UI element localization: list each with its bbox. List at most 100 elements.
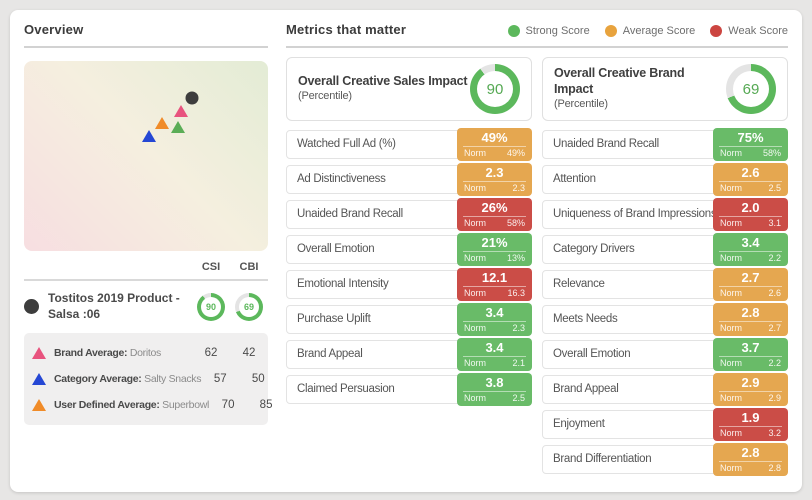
overview-panel: Overview CSI CBI Tostitos 2019 Product -… bbox=[24, 22, 272, 480]
norm-label: Norm bbox=[464, 358, 486, 368]
metric-score-badge: 2.0 Norm 3.1 bbox=[713, 198, 788, 231]
category-average-marker[interactable] bbox=[141, 130, 156, 143]
norm-label: Norm bbox=[464, 288, 486, 298]
cbi-score-value: 69 bbox=[239, 296, 259, 317]
average-label: User Defined Average: Superbowl bbox=[54, 399, 210, 412]
metric-label: Overall Emotion bbox=[553, 348, 631, 360]
norm-label: Norm bbox=[464, 148, 486, 158]
metric-score-badge: 2.7 Norm 2.6 bbox=[713, 268, 788, 301]
product-marker[interactable] bbox=[185, 91, 199, 105]
metric-score-value: 2.8 bbox=[741, 445, 760, 460]
metric-label: Unaided Brand Recall bbox=[553, 138, 659, 150]
norm-value: 13% bbox=[506, 253, 525, 263]
metric-label: Meets Needs bbox=[553, 313, 618, 325]
metric-norm-row: Norm 3.1 bbox=[713, 217, 788, 230]
metric-score-value: 3.4 bbox=[741, 235, 760, 250]
metrics-grid: Overall Creative Sales Impact (Percentile… bbox=[286, 57, 788, 480]
legend-label: Strong Score bbox=[525, 25, 590, 37]
metric-score-value: 1.9 bbox=[741, 410, 760, 425]
overall-card-title: Overall Creative Brand Impact (Percentile… bbox=[554, 66, 726, 112]
metric-norm-row: Norm 13% bbox=[457, 252, 532, 265]
metric-norm-row: Norm 2.5 bbox=[713, 182, 788, 195]
metric-score-badge: 3.8 Norm 2.5 bbox=[457, 373, 532, 406]
norm-label: Norm bbox=[464, 253, 486, 263]
badge-divider bbox=[719, 426, 782, 427]
metric-norm-row: Norm 58% bbox=[713, 147, 788, 160]
metric-score-badge: 2.3 Norm 2.3 bbox=[457, 163, 532, 196]
metric-score-value: 3.4 bbox=[485, 340, 504, 355]
overall-card-subtitle: (Percentile) bbox=[554, 98, 608, 111]
average-cbi-value: 42 bbox=[242, 347, 256, 360]
metric-score-value: 3.4 bbox=[485, 305, 504, 320]
metric-row: Emotional Intensity 12.1 Norm 16.3 bbox=[286, 268, 532, 301]
average-label-name: Brand Average: bbox=[54, 347, 128, 360]
metric-row: Overall Emotion 3.7 Norm 2.2 bbox=[542, 338, 788, 371]
metric-score-badge: 1.9 Norm 3.2 bbox=[713, 408, 788, 441]
csi-score-value: 90 bbox=[201, 296, 221, 317]
legend-dot-icon bbox=[604, 25, 617, 37]
metric-row: Ad Distinctiveness 2.3 Norm 2.3 bbox=[286, 163, 532, 196]
cbi-score-ring: 69 bbox=[235, 292, 263, 321]
norm-marker[interactable] bbox=[170, 121, 185, 134]
metric-norm-row: Norm 2.5 bbox=[457, 392, 532, 405]
metric-row: Relevance 2.7 Norm 2.6 bbox=[542, 268, 788, 301]
badge-divider bbox=[719, 391, 782, 392]
metrics-title: Metrics that matter bbox=[286, 22, 407, 37]
brand-average-marker[interactable] bbox=[173, 104, 188, 117]
average-label: Brand Average: Doritos bbox=[54, 347, 161, 360]
badge-divider bbox=[719, 216, 782, 217]
triangle-icon bbox=[32, 373, 46, 386]
average-csi-value: 57 bbox=[213, 373, 227, 386]
metric-score-value: 3.8 bbox=[485, 375, 504, 390]
metric-label: Relevance bbox=[553, 278, 605, 290]
metric-score-value: 26% bbox=[481, 200, 508, 215]
metric-row: Unaided Brand Recall 26% Norm 58% bbox=[286, 198, 532, 231]
metric-score-value: 21% bbox=[481, 235, 508, 250]
norm-label: Norm bbox=[720, 358, 742, 368]
norm-value: 2.9 bbox=[768, 393, 781, 403]
overall-score-donut: 69 bbox=[726, 64, 776, 114]
norm-value: 2.3 bbox=[512, 183, 525, 193]
norm-label: Norm bbox=[720, 218, 742, 228]
metric-score-badge: 3.4 Norm 2.1 bbox=[457, 338, 532, 371]
average-row: Category Average: Salty Snacks 57 50 bbox=[32, 366, 268, 392]
csi-column-header: CSI bbox=[201, 261, 221, 273]
badge-divider bbox=[463, 321, 526, 322]
metric-norm-row: Norm 2.3 bbox=[457, 322, 532, 335]
product-label: Tostitos 2019 Product - Salsa :06 bbox=[48, 291, 180, 321]
score-columns-header: CSI CBI bbox=[24, 261, 268, 281]
metric-label: Brand Appeal bbox=[297, 348, 363, 360]
metric-label: Enjoyment bbox=[553, 418, 605, 430]
legend-label: Weak Score bbox=[728, 25, 788, 37]
metric-score-value: 12.1 bbox=[481, 270, 508, 285]
average-csi-value: 70 bbox=[221, 399, 235, 412]
metric-score-badge: 2.8 Norm 2.7 bbox=[713, 303, 788, 336]
badge-divider bbox=[463, 251, 526, 252]
legend-item: Average Score bbox=[604, 25, 695, 37]
metric-score-badge: 12.1 Norm 16.3 bbox=[457, 268, 532, 301]
user-defined-average-marker[interactable] bbox=[155, 116, 170, 129]
overall-score-value: 69 bbox=[733, 71, 769, 107]
averages-legend-box: Brand Average: Doritos 62 42 Category Avera… bbox=[24, 333, 272, 426]
norm-value: 49% bbox=[506, 148, 525, 158]
badge-divider bbox=[719, 286, 782, 287]
overall-card-title: Overall Creative Sales Impact (Percentile… bbox=[298, 73, 468, 103]
metric-label: Ad Distinctiveness bbox=[297, 173, 386, 185]
metric-norm-row: Norm 58% bbox=[457, 217, 532, 230]
metric-score-badge: 2.6 Norm 2.5 bbox=[713, 163, 788, 196]
metric-score-badge: 3.7 Norm 2.2 bbox=[713, 338, 788, 371]
metric-row: Claimed Persuasion 3.8 Norm 2.5 bbox=[286, 373, 532, 406]
product-dot-icon bbox=[24, 299, 39, 315]
overall-score-donut: 90 bbox=[470, 64, 520, 114]
metric-label: Unaided Brand Recall bbox=[297, 208, 403, 220]
legend-item: Weak Score bbox=[710, 25, 788, 37]
norm-value: 2.6 bbox=[768, 288, 781, 298]
metric-label: Brand Differentiation bbox=[553, 453, 652, 465]
metric-norm-row: Norm 2.6 bbox=[713, 287, 788, 300]
metric-norm-row: Norm 2.2 bbox=[713, 357, 788, 370]
norm-value: 16.3 bbox=[507, 288, 525, 298]
metric-row: Watched Full Ad (%) 49% Norm 49% bbox=[286, 128, 532, 161]
metric-score-value: 2.3 bbox=[485, 165, 504, 180]
overall-score-value: 90 bbox=[477, 71, 513, 107]
overall-card-subtitle: (Percentile) bbox=[298, 90, 352, 103]
